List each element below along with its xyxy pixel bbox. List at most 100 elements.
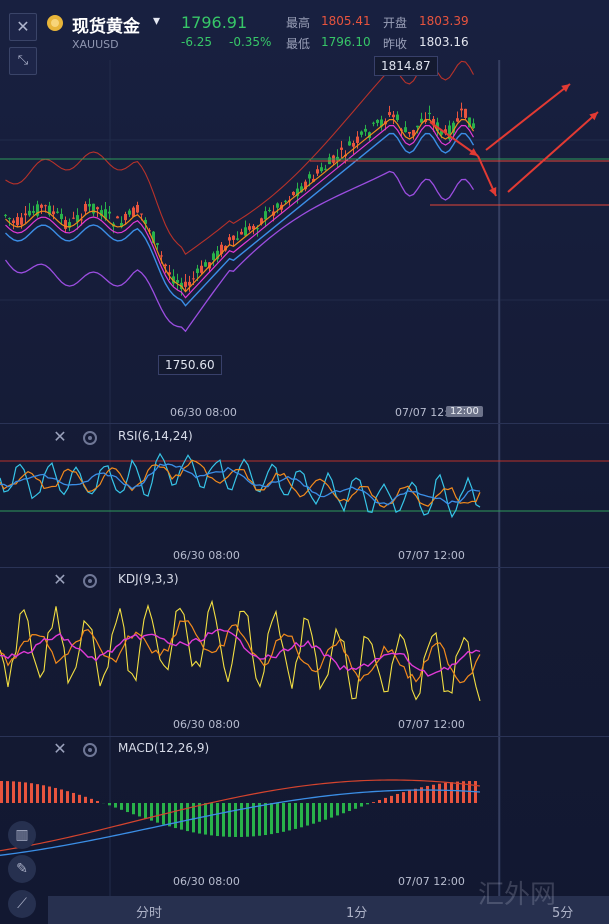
- candle-body: [80, 219, 83, 221]
- macd-histogram-bar: [96, 800, 99, 803]
- kdj-settings-icon[interactable]: [83, 574, 97, 588]
- candle-body: [192, 278, 195, 280]
- watermark: 汇外网: [478, 880, 557, 910]
- pen-icon: ✎: [16, 861, 28, 877]
- candle-body: [236, 238, 239, 240]
- macd-histogram-bar: [318, 803, 321, 822]
- candle-body: [164, 264, 167, 267]
- candle-body: [188, 281, 191, 286]
- macd-histogram-bar: [90, 798, 93, 803]
- macd-histogram-bar: [24, 782, 27, 803]
- candle-body: [204, 262, 207, 267]
- macd-histogram-bar: [138, 803, 141, 817]
- macd-histogram-bar: [186, 803, 189, 832]
- macd-close-icon[interactable]: ✕: [53, 739, 67, 758]
- macd-histogram-bar: [258, 803, 261, 836]
- candle-style-button[interactable]: ▥: [8, 821, 36, 849]
- macd-histogram-bar: [30, 783, 33, 803]
- kdj-close-icon[interactable]: ✕: [53, 570, 67, 589]
- candle-body: [300, 186, 303, 193]
- timeframe-tab-1min[interactable]: 1分: [346, 906, 368, 921]
- timeframe-bar: 分时 1分 5分: [48, 896, 609, 924]
- macd-time-tick-2: 07/07 12:00: [398, 875, 465, 888]
- collapse-button[interactable]: ⤡: [9, 47, 37, 75]
- macd-histogram-bar: [396, 793, 399, 803]
- candle-body: [88, 203, 91, 207]
- collapse-arrows-icon: ⤡: [17, 53, 29, 68]
- macd-histogram-bar: [210, 803, 213, 836]
- macd-divider: [0, 736, 609, 737]
- macd-settings-icon[interactable]: [83, 743, 97, 757]
- candle-body: [172, 276, 175, 284]
- instrument-dropdown-icon[interactable]: ▾: [153, 13, 161, 29]
- candle-body: [104, 209, 107, 219]
- macd-histogram-bar: [348, 803, 351, 812]
- candle-body: [148, 230, 151, 232]
- candle-body: [284, 200, 287, 202]
- macd-histogram-bar: [216, 803, 219, 837]
- macd-title: MACD(12,26,9): [118, 741, 210, 755]
- candle-body: [264, 211, 267, 220]
- candle-body: [36, 204, 39, 216]
- candle-body: [108, 211, 111, 214]
- instrument-symbol: XAUUSD: [72, 38, 119, 51]
- pen-button[interactable]: ✎: [8, 855, 36, 883]
- candle-body: [296, 188, 299, 197]
- rsi-close-icon[interactable]: ✕: [53, 427, 67, 446]
- open-value: 1803.39: [419, 14, 469, 28]
- annotation-arrow-3-head: [561, 84, 570, 93]
- macd-histogram-bar: [264, 803, 267, 836]
- annotation-arrow-3-shaft: [485, 83, 571, 151]
- macd-histogram-bar: [276, 803, 279, 834]
- candle-body: [228, 237, 231, 241]
- macd-histogram-bar: [420, 787, 423, 803]
- candle-body: [364, 128, 367, 132]
- candle-body: [252, 225, 255, 230]
- macd-histogram-bar: [282, 803, 285, 832]
- candle-body: [376, 119, 379, 123]
- candle-body: [120, 222, 123, 228]
- macd-histogram-bar: [252, 803, 255, 837]
- ma-mid-line: [5, 124, 475, 299]
- candle-body: [48, 205, 51, 215]
- price-change: -6.25: [181, 35, 213, 49]
- close-button[interactable]: ✕: [9, 13, 37, 41]
- candle-body: [260, 218, 263, 224]
- macd-histogram-bar: [444, 782, 447, 803]
- macd-histogram-bar: [390, 795, 393, 803]
- macd-histogram-bar: [234, 803, 237, 837]
- candle-body: [132, 207, 135, 217]
- timeframe-tab-5min[interactable]: 5分: [552, 906, 574, 921]
- high-price-callout: 1814.87: [374, 56, 438, 76]
- line-tool-button[interactable]: ⟋: [8, 890, 36, 918]
- crosshair-time-badge: 12:00: [446, 406, 483, 417]
- timeframe-tab-line[interactable]: 分时: [136, 906, 163, 921]
- candle-body: [340, 147, 343, 150]
- macd-histogram-bar: [414, 788, 417, 803]
- candle-body: [320, 167, 323, 172]
- ma-slow-line: [5, 132, 475, 307]
- ma-fast-line: [5, 118, 475, 293]
- macd-histogram-bar: [306, 803, 309, 826]
- candle-body: [292, 191, 295, 196]
- candle-body: [68, 222, 71, 228]
- candle-body: [316, 169, 319, 174]
- macd-histogram-bar: [114, 803, 117, 808]
- macd-histogram-bar: [222, 803, 225, 837]
- macd-histogram-bar: [462, 781, 465, 803]
- candle-body: [448, 125, 451, 140]
- macd-histogram-bar: [174, 803, 177, 829]
- kdj-time-tick-2: 07/07 12:00: [398, 718, 465, 731]
- macd-histogram-bar: [0, 781, 3, 803]
- macd-histogram-bar: [438, 783, 441, 803]
- low-value: 1796.10: [321, 35, 371, 49]
- macd-histogram-bar: [354, 803, 357, 809]
- macd-histogram-bar: [288, 803, 291, 831]
- macd-histogram-bar: [126, 803, 129, 813]
- instrument-title[interactable]: 现货黄金: [72, 17, 140, 37]
- macd-histogram-bar: [432, 784, 435, 803]
- candle-body: [160, 255, 163, 257]
- macd-histogram-bar: [456, 781, 459, 803]
- rsi-settings-icon[interactable]: [83, 431, 97, 445]
